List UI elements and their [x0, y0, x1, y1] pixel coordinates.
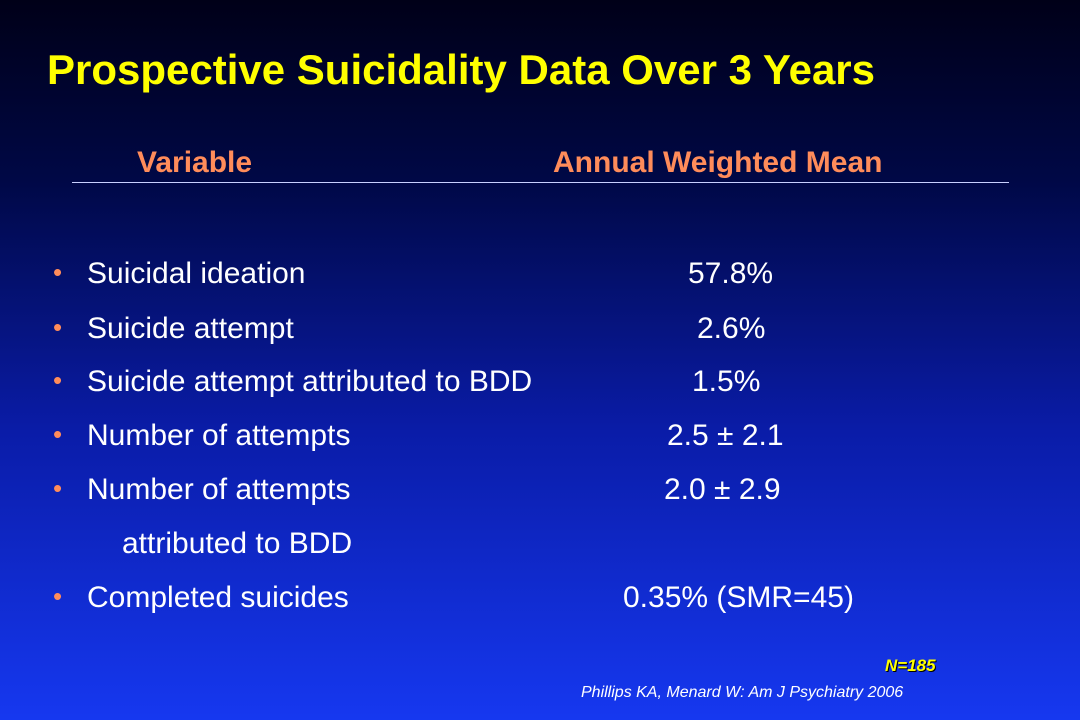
- header-divider: [72, 182, 1009, 183]
- column-header-variable: Variable: [137, 146, 253, 179]
- table-row: • Completed suicides 0.35% (SMR=45): [0, 581, 1080, 621]
- table-row: • Number of attempts 2.5 ± 2.1: [0, 419, 1080, 459]
- bullet-icon: •: [53, 257, 63, 287]
- citation: Phillips KA, Menard W: Am J Psychiatry 2…: [581, 684, 904, 701]
- sample-size: N=185: [885, 656, 936, 675]
- row-value: 1.5%: [692, 365, 761, 398]
- row-label-continuation: attributed to BDD: [122, 527, 353, 560]
- row-label: Suicide attempt: [87, 312, 294, 345]
- bullet-icon: •: [53, 419, 63, 449]
- row-value: 2.6%: [697, 312, 766, 345]
- bullet-icon: •: [53, 581, 63, 611]
- bullet-icon: •: [53, 312, 63, 342]
- row-value: 2.5 ± 2.1: [667, 419, 784, 452]
- table-row-continuation: attributed to BDD: [0, 527, 1080, 567]
- row-label: Suicide attempt attributed to BDD: [87, 365, 533, 398]
- row-label: Suicidal ideation: [87, 257, 306, 290]
- table-row: • Suicide attempt attributed to BDD 1.5%: [0, 365, 1080, 405]
- slide-title: Prospective Suicidality Data Over 3 Year…: [47, 46, 876, 93]
- table-row: • Suicide attempt 2.6%: [0, 312, 1080, 352]
- bullet-icon: •: [53, 365, 63, 395]
- table-row: • Number of attempts 2.0 ± 2.9: [0, 473, 1080, 513]
- table-row: • Suicidal ideation 57.8%: [0, 257, 1080, 297]
- row-value: 0.35% (SMR=45): [623, 581, 854, 614]
- row-label: Completed suicides: [87, 581, 349, 614]
- bullet-icon: •: [53, 473, 63, 503]
- row-value: 57.8%: [688, 257, 774, 290]
- column-header-mean: Annual Weighted Mean: [553, 146, 883, 179]
- row-label: Number of attempts: [87, 473, 351, 506]
- row-value: 2.0 ± 2.9: [664, 473, 781, 506]
- row-label: Number of attempts: [87, 419, 351, 452]
